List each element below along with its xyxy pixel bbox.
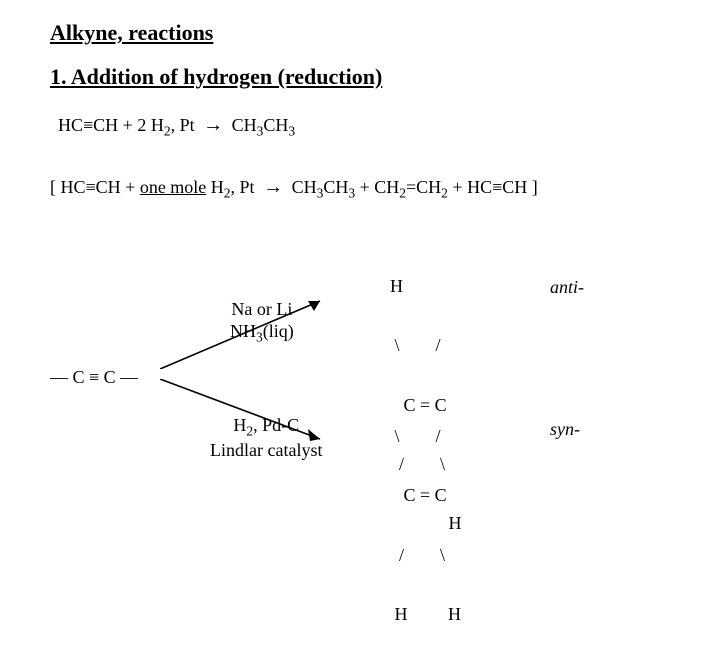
reagent-a-line1: Na or Li xyxy=(230,299,294,321)
reagent-b-line2: Lindlar catalyst xyxy=(210,440,322,462)
product-b-l1: C = C xyxy=(390,486,461,506)
eq1-h2-sub: 2 xyxy=(164,124,171,139)
section-heading: 1. Addition of hydrogen (reduction) xyxy=(50,64,670,90)
eq2-h2: H xyxy=(206,177,224,197)
reagent-a-sub: 3 xyxy=(256,329,263,344)
product-b-l3: H H xyxy=(390,605,461,625)
reaction-diagram: — C ≡ C — Na or Li NH3(liq) H2, Pd-C Lin… xyxy=(50,237,670,467)
starting-material: — C ≡ C — xyxy=(50,367,170,388)
product-b-l0: \ / xyxy=(390,427,461,447)
eq1-arrow: → xyxy=(199,114,227,136)
eq1-lhs: HC≡CH + 2 H xyxy=(58,115,164,135)
product-a-l0: H xyxy=(390,277,462,297)
eq2-p1a: CH xyxy=(292,177,317,197)
eq2-p2s1: 2 xyxy=(399,185,406,200)
eq2-p1b: CH xyxy=(323,177,348,197)
eq2-open: [ HC≡CH + xyxy=(50,177,140,197)
reagent-b-h: H xyxy=(233,415,246,435)
eq1-cat: , Pt xyxy=(171,115,195,135)
reagent-b-line1: H2, Pd-C xyxy=(210,415,322,440)
eq2-p2s2: 2 xyxy=(441,185,448,200)
product-b-l2: / \ xyxy=(390,546,461,566)
eq2-p2eq: =CH xyxy=(406,177,441,197)
eq1-rhs-b: CH xyxy=(263,115,288,135)
reagent-a-nh: NH xyxy=(230,321,256,341)
reagent-a: Na or Li NH3(liq) xyxy=(230,299,294,345)
reagent-a-liq: (liq) xyxy=(263,321,294,341)
reagent-b-pdc: , Pd-C xyxy=(253,415,299,435)
product-b: \ / C = C / \ H H xyxy=(390,387,461,664)
eq1-rhs-a: CH xyxy=(232,115,257,135)
product-a-l1: \ / xyxy=(390,336,462,356)
eq2-cat: , Pt xyxy=(231,177,255,197)
eq2-p2a: CH xyxy=(374,177,399,197)
eq2-arrow: → xyxy=(259,176,287,198)
equation-1: HC≡CH + 2 H2, Pt → CH3CH3 xyxy=(58,114,670,140)
eq2-plus1: + xyxy=(355,177,374,197)
page-title: Alkyne, reactions xyxy=(50,20,670,46)
eq2-h2-sub: 2 xyxy=(224,185,231,200)
eq1-rhs-s2: 3 xyxy=(288,124,295,139)
reagent-b: H2, Pd-C Lindlar catalyst xyxy=(210,415,322,461)
eq2-plus2: + HC≡CH ] xyxy=(448,177,538,197)
stereo-label-b: syn- xyxy=(550,419,580,440)
equation-2: [ HC≡CH + one mole H2, Pt → CH3CH3 + CH2… xyxy=(50,176,670,202)
reagent-a-line2: NH3(liq) xyxy=(230,321,294,346)
eq2-onemole: one mole xyxy=(140,177,206,197)
stereo-label-a: anti- xyxy=(550,277,584,298)
